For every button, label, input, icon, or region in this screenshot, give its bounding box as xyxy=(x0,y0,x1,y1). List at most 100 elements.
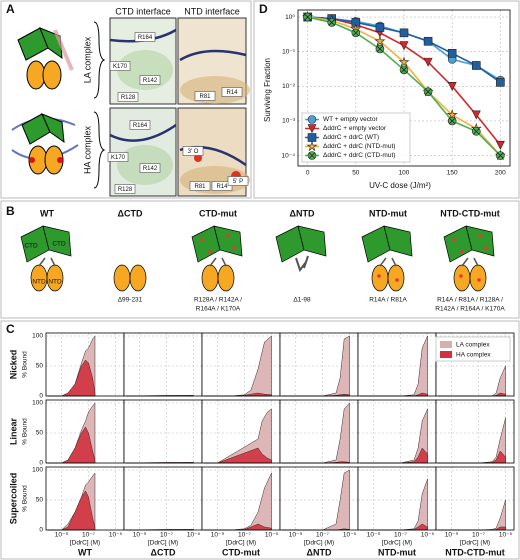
column-label: ΔNTD xyxy=(307,547,332,557)
column-title: CTD interface xyxy=(115,6,171,16)
panel-d-frame xyxy=(253,0,520,199)
mutation xyxy=(232,246,236,250)
plot-background xyxy=(124,333,202,396)
cartoon-la xyxy=(17,27,74,90)
label-box xyxy=(134,32,156,42)
residue-label: R81 xyxy=(199,94,211,100)
row-label: Nicked xyxy=(8,350,18,380)
x-axis-label: [DdrC] (M) xyxy=(148,540,178,547)
label-box xyxy=(114,184,136,194)
construct-title: ΔCTD xyxy=(118,208,143,218)
marker xyxy=(447,82,457,91)
column-label: CTD-mut xyxy=(222,547,260,557)
residue-label: K170 xyxy=(113,64,128,70)
ctd-domain xyxy=(465,225,495,257)
marker xyxy=(471,110,481,120)
y-tick-label: 0 xyxy=(39,393,43,400)
y-tick-label: 50 xyxy=(36,497,44,504)
legend-marker xyxy=(307,151,317,160)
residue-label: R128 xyxy=(118,187,133,193)
construct-caption: R14A / R81A xyxy=(369,297,407,304)
marker xyxy=(447,116,457,126)
legend-label: ΔddrC + ddrC (WT) xyxy=(323,134,379,141)
marker xyxy=(399,41,409,51)
plot-frame xyxy=(435,332,515,397)
x-axis-label: [DdrC] (M) xyxy=(70,540,100,547)
row-title: LA complex xyxy=(82,36,92,83)
mutation xyxy=(208,250,212,254)
residue-label: R14 xyxy=(226,90,238,96)
x-tick-label: 10⁻⁷ xyxy=(82,532,96,539)
y-tick-label: 10⁻¹ xyxy=(282,48,296,55)
mutation xyxy=(459,274,463,278)
domain-label: NTD xyxy=(32,279,46,286)
row-label: Supercoiled xyxy=(8,473,18,525)
construct-title: ΔNTD xyxy=(290,208,315,218)
legend-box xyxy=(301,112,411,163)
legend-label: ΔddrC + empty vector xyxy=(323,125,387,132)
panel-label: D xyxy=(259,2,268,16)
brace xyxy=(93,21,106,99)
x-axis-label: UV-C dose (J/m²) xyxy=(369,181,431,190)
mutation xyxy=(460,250,464,254)
marker xyxy=(423,36,433,46)
legend-swatch xyxy=(440,341,452,348)
marker xyxy=(495,140,505,150)
linker xyxy=(379,257,397,267)
legend-marker xyxy=(307,115,317,124)
x-axis-label: [DdrC] (M) xyxy=(304,540,334,547)
linker xyxy=(209,257,227,267)
area xyxy=(282,469,350,531)
y-tick-label: 50 xyxy=(36,363,44,370)
marker-cross xyxy=(424,88,432,95)
marker xyxy=(303,12,312,22)
area xyxy=(48,490,96,531)
column-title: NTD interface xyxy=(184,6,240,16)
label-box xyxy=(107,152,129,162)
x-tick-label: 10⁻⁹ xyxy=(367,532,381,539)
linker xyxy=(295,255,309,273)
x-tick-label: 10⁻⁹ xyxy=(55,532,69,539)
marker-cross xyxy=(308,152,316,159)
residue-label: R164 xyxy=(133,123,148,129)
marker xyxy=(423,57,433,67)
x-axis-label: [DdrC] (M) xyxy=(226,540,256,547)
y-tick-label: 0 xyxy=(39,460,43,467)
ctd-domain xyxy=(383,225,413,257)
mutation xyxy=(477,278,481,282)
ctd-domain xyxy=(42,225,72,257)
panel-label: A xyxy=(6,2,15,16)
x-tick-label: 10⁻⁵ xyxy=(187,532,201,539)
construct-title: NTD-mut xyxy=(369,208,407,218)
marker-cross xyxy=(497,152,504,159)
x-tick-label: 10⁻⁷ xyxy=(238,532,252,539)
mutation xyxy=(377,274,381,278)
legend-marker xyxy=(307,124,317,134)
label-box xyxy=(194,91,216,101)
residue-label: 5' P xyxy=(233,179,243,185)
y-axis-label: Surviving Fraction xyxy=(263,58,272,122)
legend-swatch xyxy=(440,351,452,358)
x-tick-label: 10⁻⁵ xyxy=(499,532,513,539)
y-tick-label: 100 xyxy=(32,467,43,474)
domain-label: CTD xyxy=(52,241,66,248)
residue-label: R164 xyxy=(138,35,153,41)
marker xyxy=(423,87,433,96)
x-tick-label: 10⁻⁹ xyxy=(445,532,459,539)
x-tick-label: 10⁻⁵ xyxy=(343,532,357,539)
mutation xyxy=(484,246,488,250)
construct-caption: Δ1-98 xyxy=(293,297,311,304)
marker xyxy=(471,61,481,70)
area xyxy=(282,402,350,464)
x-axis-label: [DdrC] (M) xyxy=(382,540,412,547)
residue-label: R14 xyxy=(216,184,228,190)
x-tick-label: 10⁻⁹ xyxy=(133,532,147,539)
residue-label: R142 xyxy=(143,166,158,172)
residue-label: R142 xyxy=(143,78,158,84)
y-axis-label: % Bound xyxy=(22,351,29,378)
construct-caption: R14A / R81A / R128A / xyxy=(437,297,503,304)
marker xyxy=(399,65,409,75)
row-label: Linear xyxy=(8,418,18,446)
ntd-domain xyxy=(371,264,389,292)
